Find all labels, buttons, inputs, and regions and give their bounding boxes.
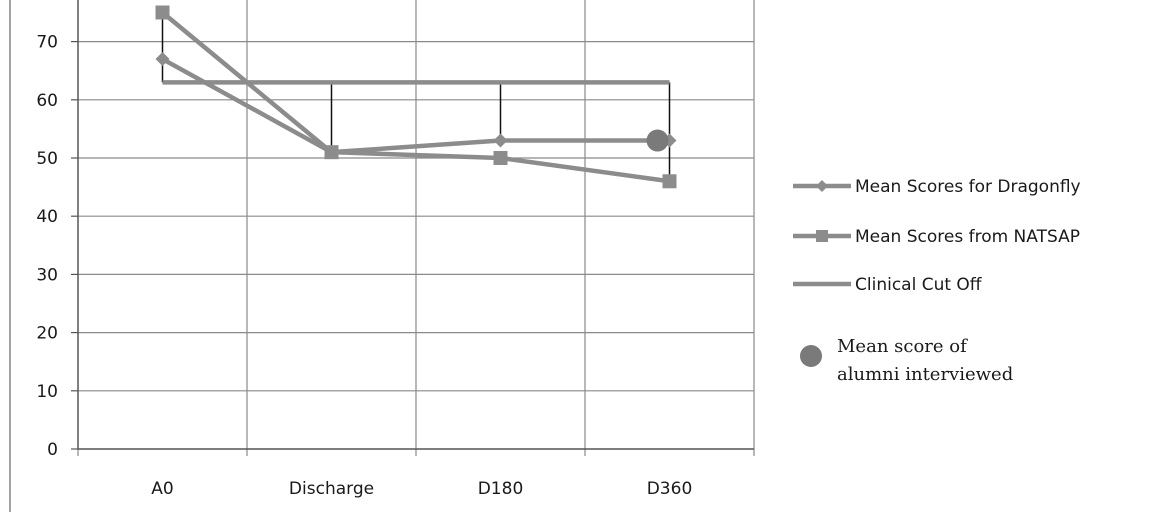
square-marker (155, 5, 170, 20)
grid-layer (77, 0, 755, 456)
y-tick-label: 60 (36, 91, 58, 111)
y-tick-label: 50 (36, 149, 58, 169)
x-tick-label: D180 (478, 479, 524, 499)
alumni-mean-point (646, 129, 669, 152)
legend-alumni-label: Mean score of (837, 336, 968, 357)
legend: Mean Scores for Dragonfly Mean Scores fro… (793, 177, 1081, 385)
legend-square-marker (816, 230, 828, 242)
x-tick-label: Discharge (289, 479, 374, 499)
y-tick-label: 10 (36, 382, 58, 402)
error-bar-layer (161, 12, 671, 182)
y-tick-label: 0 (47, 440, 58, 460)
diamond-marker (493, 133, 508, 148)
legend-label-2: Clinical Cut Off (855, 275, 983, 295)
square-marker (493, 151, 508, 165)
square-marker (662, 174, 677, 189)
diamond-marker (155, 52, 170, 67)
y-tick-label: 30 (36, 265, 58, 285)
y-tick-label: 70 (36, 33, 58, 53)
x-tick-label: A0 (151, 479, 173, 499)
axis-layer: 0 10 20 30 40 50 60 70 A0 Discharge D180 D360 (9, 0, 754, 512)
legend-label-0: Mean Scores for Dragonfly (855, 177, 1081, 197)
legend-alumni-label: alumni interviewed (837, 364, 1013, 385)
series-layer (155, 5, 677, 189)
square-marker (324, 145, 339, 160)
x-tick-label: D360 (647, 479, 693, 499)
legend-diamond-marker (816, 180, 828, 192)
y-tick-label: 40 (36, 207, 58, 227)
legend-label-1: Mean Scores from NATSAP (855, 227, 1080, 247)
y-tick-label: 20 (36, 324, 58, 344)
legend-alumni-marker (800, 345, 822, 367)
series-line-0 (161, 57, 670, 155)
